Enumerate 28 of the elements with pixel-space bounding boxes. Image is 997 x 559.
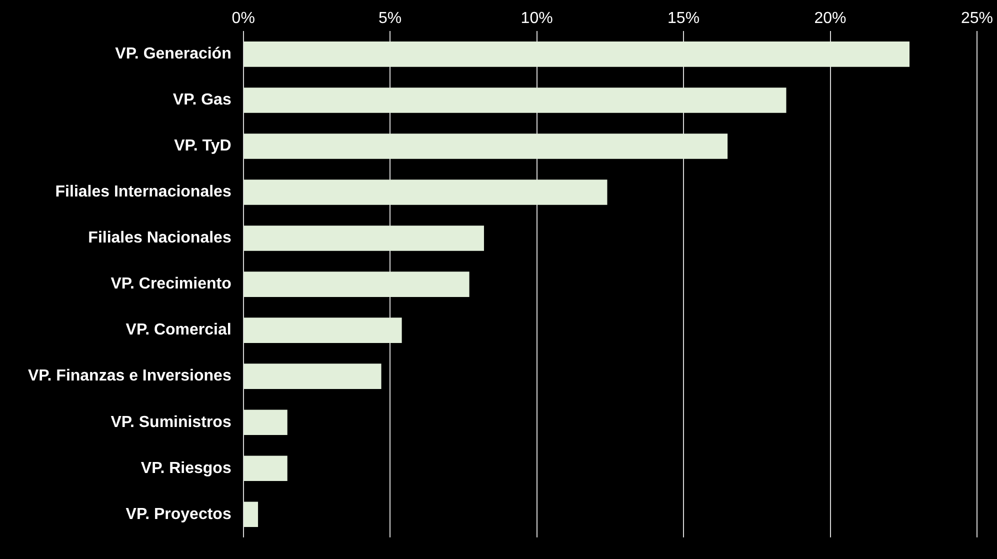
y-tick-label: VP. Comercial	[126, 322, 232, 339]
bar	[244, 88, 786, 113]
bar	[244, 42, 910, 67]
y-tick-label: Filiales Nacionales	[88, 230, 232, 247]
y-tick-label: VP. Riesgos	[140, 460, 232, 477]
bar	[244, 502, 258, 528]
bar	[244, 456, 288, 482]
bar	[244, 410, 288, 436]
y-tick-label: VP. Generación	[115, 46, 232, 63]
x-tick-label: 0%	[232, 10, 255, 28]
bar	[244, 272, 470, 297]
y-tick-label: Filiales Internacionales	[55, 184, 232, 201]
bar	[244, 226, 484, 251]
x-tick-label: 25%	[960, 10, 994, 28]
bar	[244, 364, 382, 389]
x-tick-label: 15%	[668, 10, 700, 28]
bar	[244, 318, 402, 343]
y-tick-label: VP. Finanzas e Inversiones	[28, 368, 232, 385]
y-tick-label: VP. Crecimiento	[110, 276, 232, 293]
y-tick-label: VP. Suministros	[110, 414, 232, 431]
x-tick-label: 5%	[378, 10, 402, 28]
y-tick-label: VP. Gas	[172, 92, 232, 109]
bar	[244, 134, 728, 159]
x-tick-label: 10%	[520, 10, 553, 28]
y-tick-label: VP. TyD	[174, 138, 232, 155]
bar	[244, 180, 608, 205]
x-tick-label: 20%	[814, 10, 846, 28]
y-tick-label: VP. Proyectos	[126, 506, 232, 523]
